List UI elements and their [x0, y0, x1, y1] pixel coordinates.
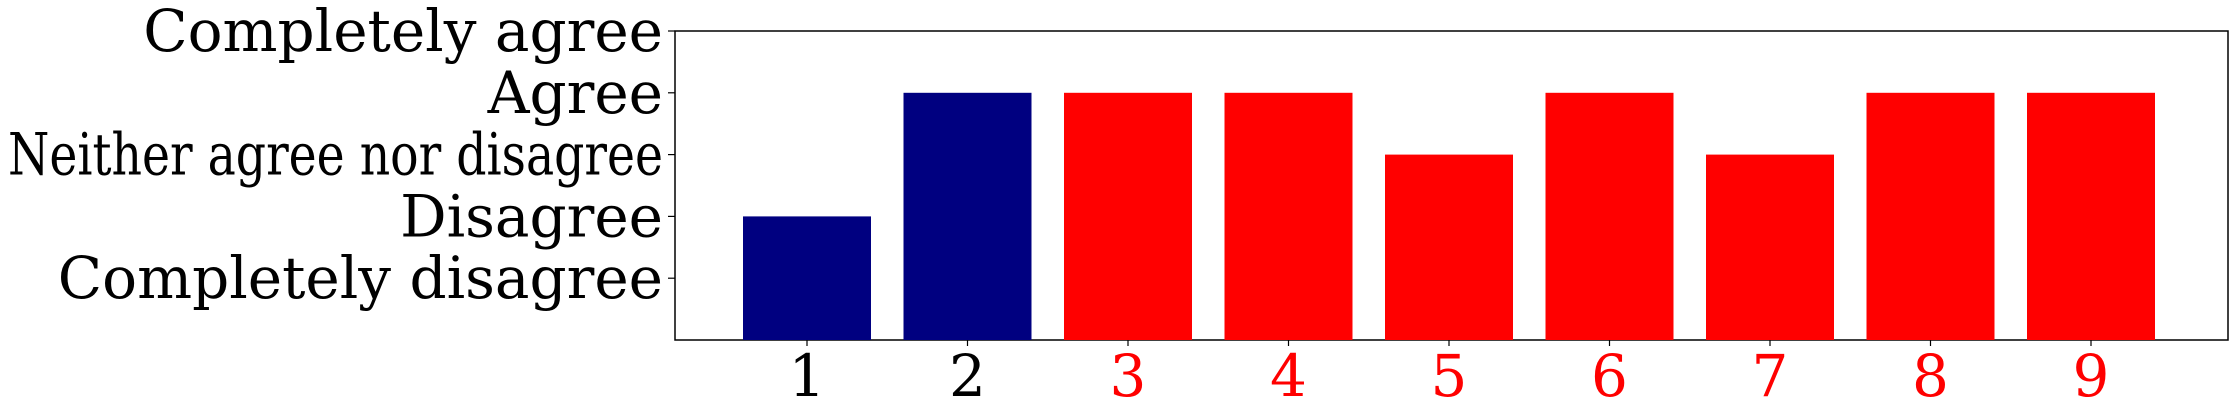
- x-tick-label-6: 6: [1591, 342, 1628, 410]
- y-tick-label: Completely disagree: [58, 244, 663, 312]
- x-tick-label-3: 3: [1110, 342, 1147, 410]
- x-tick-label-8: 8: [1912, 342, 1949, 410]
- y-tick-label: Agree: [487, 59, 663, 127]
- x-tick-label-5: 5: [1431, 342, 1468, 410]
- y-tick-label: Completely agree: [143, 0, 663, 65]
- y-tick-label: Neither agree nor disagree: [8, 121, 663, 189]
- bar-4: [1224, 92, 1353, 340]
- bar-1: [743, 216, 871, 340]
- bar-3: [1064, 92, 1192, 340]
- y-tick-label: Disagree: [400, 182, 663, 250]
- x-tick-label-2: 2: [949, 342, 986, 410]
- x-tick-label-7: 7: [1752, 342, 1789, 410]
- bar-7: [1706, 154, 1834, 340]
- bar-2: [903, 92, 1032, 340]
- bar-8: [1866, 92, 1995, 340]
- x-tick-label-4: 4: [1270, 342, 1307, 410]
- bar-6: [1545, 92, 1674, 340]
- bar-9: [2027, 92, 2155, 340]
- x-tick-label-1: 1: [789, 342, 826, 410]
- x-axis-ticks: 1 2 3 4 5 6 7 8 9: [789, 340, 2110, 410]
- x-tick-label-9: 9: [2073, 342, 2110, 410]
- bar-5: [1385, 154, 1513, 340]
- bars-group: [743, 92, 2155, 340]
